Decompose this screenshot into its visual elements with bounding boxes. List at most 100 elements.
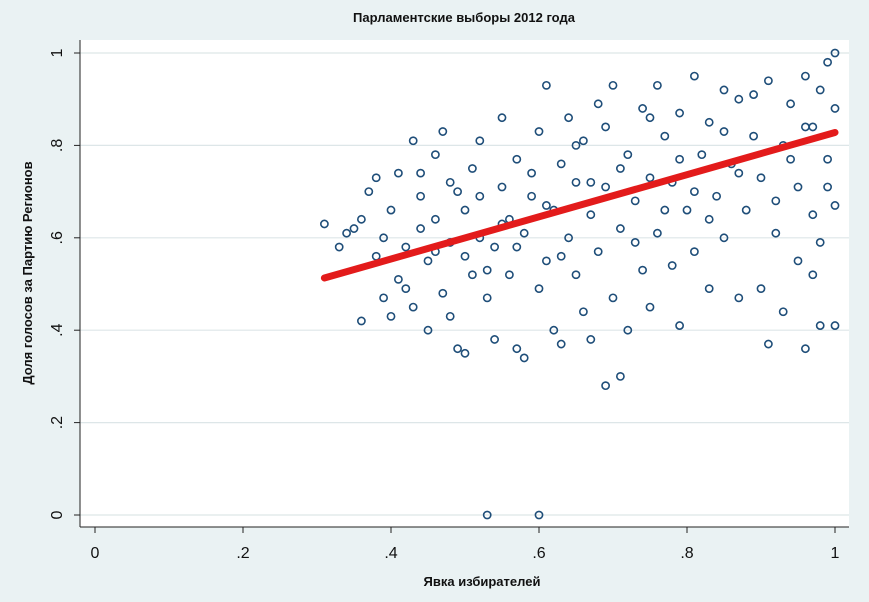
data-point xyxy=(593,247,603,257)
data-point xyxy=(349,224,359,233)
data-point xyxy=(638,265,647,275)
data-point xyxy=(416,168,425,178)
data-point xyxy=(564,113,573,123)
data-point xyxy=(482,510,492,520)
data-point xyxy=(601,182,610,192)
data-point xyxy=(379,293,388,303)
data-point xyxy=(334,242,344,252)
data-point xyxy=(475,136,485,146)
scatter-points xyxy=(319,48,840,520)
data-point xyxy=(793,182,803,192)
data-point xyxy=(379,233,388,243)
data-point xyxy=(445,177,455,187)
data-point xyxy=(416,224,425,233)
data-point xyxy=(512,242,522,252)
data-point xyxy=(704,284,714,294)
data-point xyxy=(756,284,766,294)
data-point xyxy=(542,256,551,266)
data-point xyxy=(497,113,507,123)
y-tick-label: .6 xyxy=(49,231,66,244)
data-point xyxy=(445,311,455,321)
data-point xyxy=(519,228,529,238)
plot-area xyxy=(80,40,849,527)
data-point xyxy=(756,173,766,183)
data-point xyxy=(393,274,403,284)
x-tick-label: .2 xyxy=(236,545,249,562)
data-point xyxy=(571,177,581,187)
data-point xyxy=(704,214,714,224)
data-point xyxy=(564,233,573,243)
y-tick-label: 0 xyxy=(49,510,66,519)
data-point xyxy=(608,80,618,90)
data-point xyxy=(734,168,744,178)
data-point xyxy=(623,325,633,335)
data-point xyxy=(527,191,536,201)
data-point xyxy=(408,136,418,146)
data-point xyxy=(675,321,684,330)
y-tick-label: .4 xyxy=(49,323,66,336)
data-point xyxy=(719,127,729,136)
data-point xyxy=(690,247,699,257)
data-point xyxy=(815,85,825,95)
data-point xyxy=(601,122,610,132)
data-point xyxy=(675,108,684,118)
data-point xyxy=(734,293,744,303)
data-point xyxy=(690,71,699,81)
data-point xyxy=(734,94,744,104)
data-point xyxy=(653,80,662,90)
data-point xyxy=(630,238,640,247)
data-point xyxy=(793,256,803,266)
data-point xyxy=(401,242,411,252)
x-tick-label: .8 xyxy=(680,545,693,562)
data-point xyxy=(645,302,655,312)
data-point xyxy=(808,210,818,220)
data-point xyxy=(393,168,403,178)
y-tick-label: .2 xyxy=(49,416,66,429)
data-point xyxy=(490,242,499,252)
data-point xyxy=(534,284,544,294)
data-point xyxy=(423,256,433,266)
x-tick-label: .4 xyxy=(384,545,397,562)
x-tick-label: 1 xyxy=(831,545,840,562)
data-point xyxy=(534,510,544,520)
data-point xyxy=(364,187,374,196)
fit-line-group xyxy=(320,128,839,282)
data-point xyxy=(416,191,425,201)
data-point xyxy=(638,104,647,113)
x-tick-label: 0 xyxy=(91,545,100,562)
data-point xyxy=(682,205,692,215)
data-point xyxy=(356,316,366,326)
data-point xyxy=(356,214,366,224)
data-point xyxy=(675,154,684,164)
data-point xyxy=(482,265,492,275)
data-point xyxy=(460,348,470,358)
data-point xyxy=(475,191,485,201)
gridlines xyxy=(80,52,849,516)
data-point xyxy=(608,293,618,303)
data-point xyxy=(430,214,440,224)
data-point xyxy=(460,251,470,261)
data-point xyxy=(401,284,411,294)
data-point xyxy=(667,261,677,270)
data-point xyxy=(408,302,418,312)
data-point xyxy=(749,131,758,141)
data-point xyxy=(512,344,522,354)
data-point xyxy=(616,371,625,381)
y-tick-label: .8 xyxy=(49,139,66,152)
data-point xyxy=(386,205,396,215)
data-point xyxy=(771,196,781,206)
data-point xyxy=(319,219,329,229)
chart-title: Парламентские выборы 2012 года xyxy=(353,10,576,25)
data-point xyxy=(490,335,499,344)
data-point xyxy=(719,233,729,243)
data-point xyxy=(801,344,810,354)
data-point xyxy=(616,224,625,233)
data-point xyxy=(704,117,714,127)
data-point xyxy=(616,164,625,173)
data-point xyxy=(660,131,670,141)
x-axis: 0 .2 .4 .6 .8 1 xyxy=(80,526,849,562)
data-point xyxy=(786,154,795,164)
data-point xyxy=(712,191,721,201)
data-point xyxy=(438,127,448,136)
data-point xyxy=(386,311,396,321)
